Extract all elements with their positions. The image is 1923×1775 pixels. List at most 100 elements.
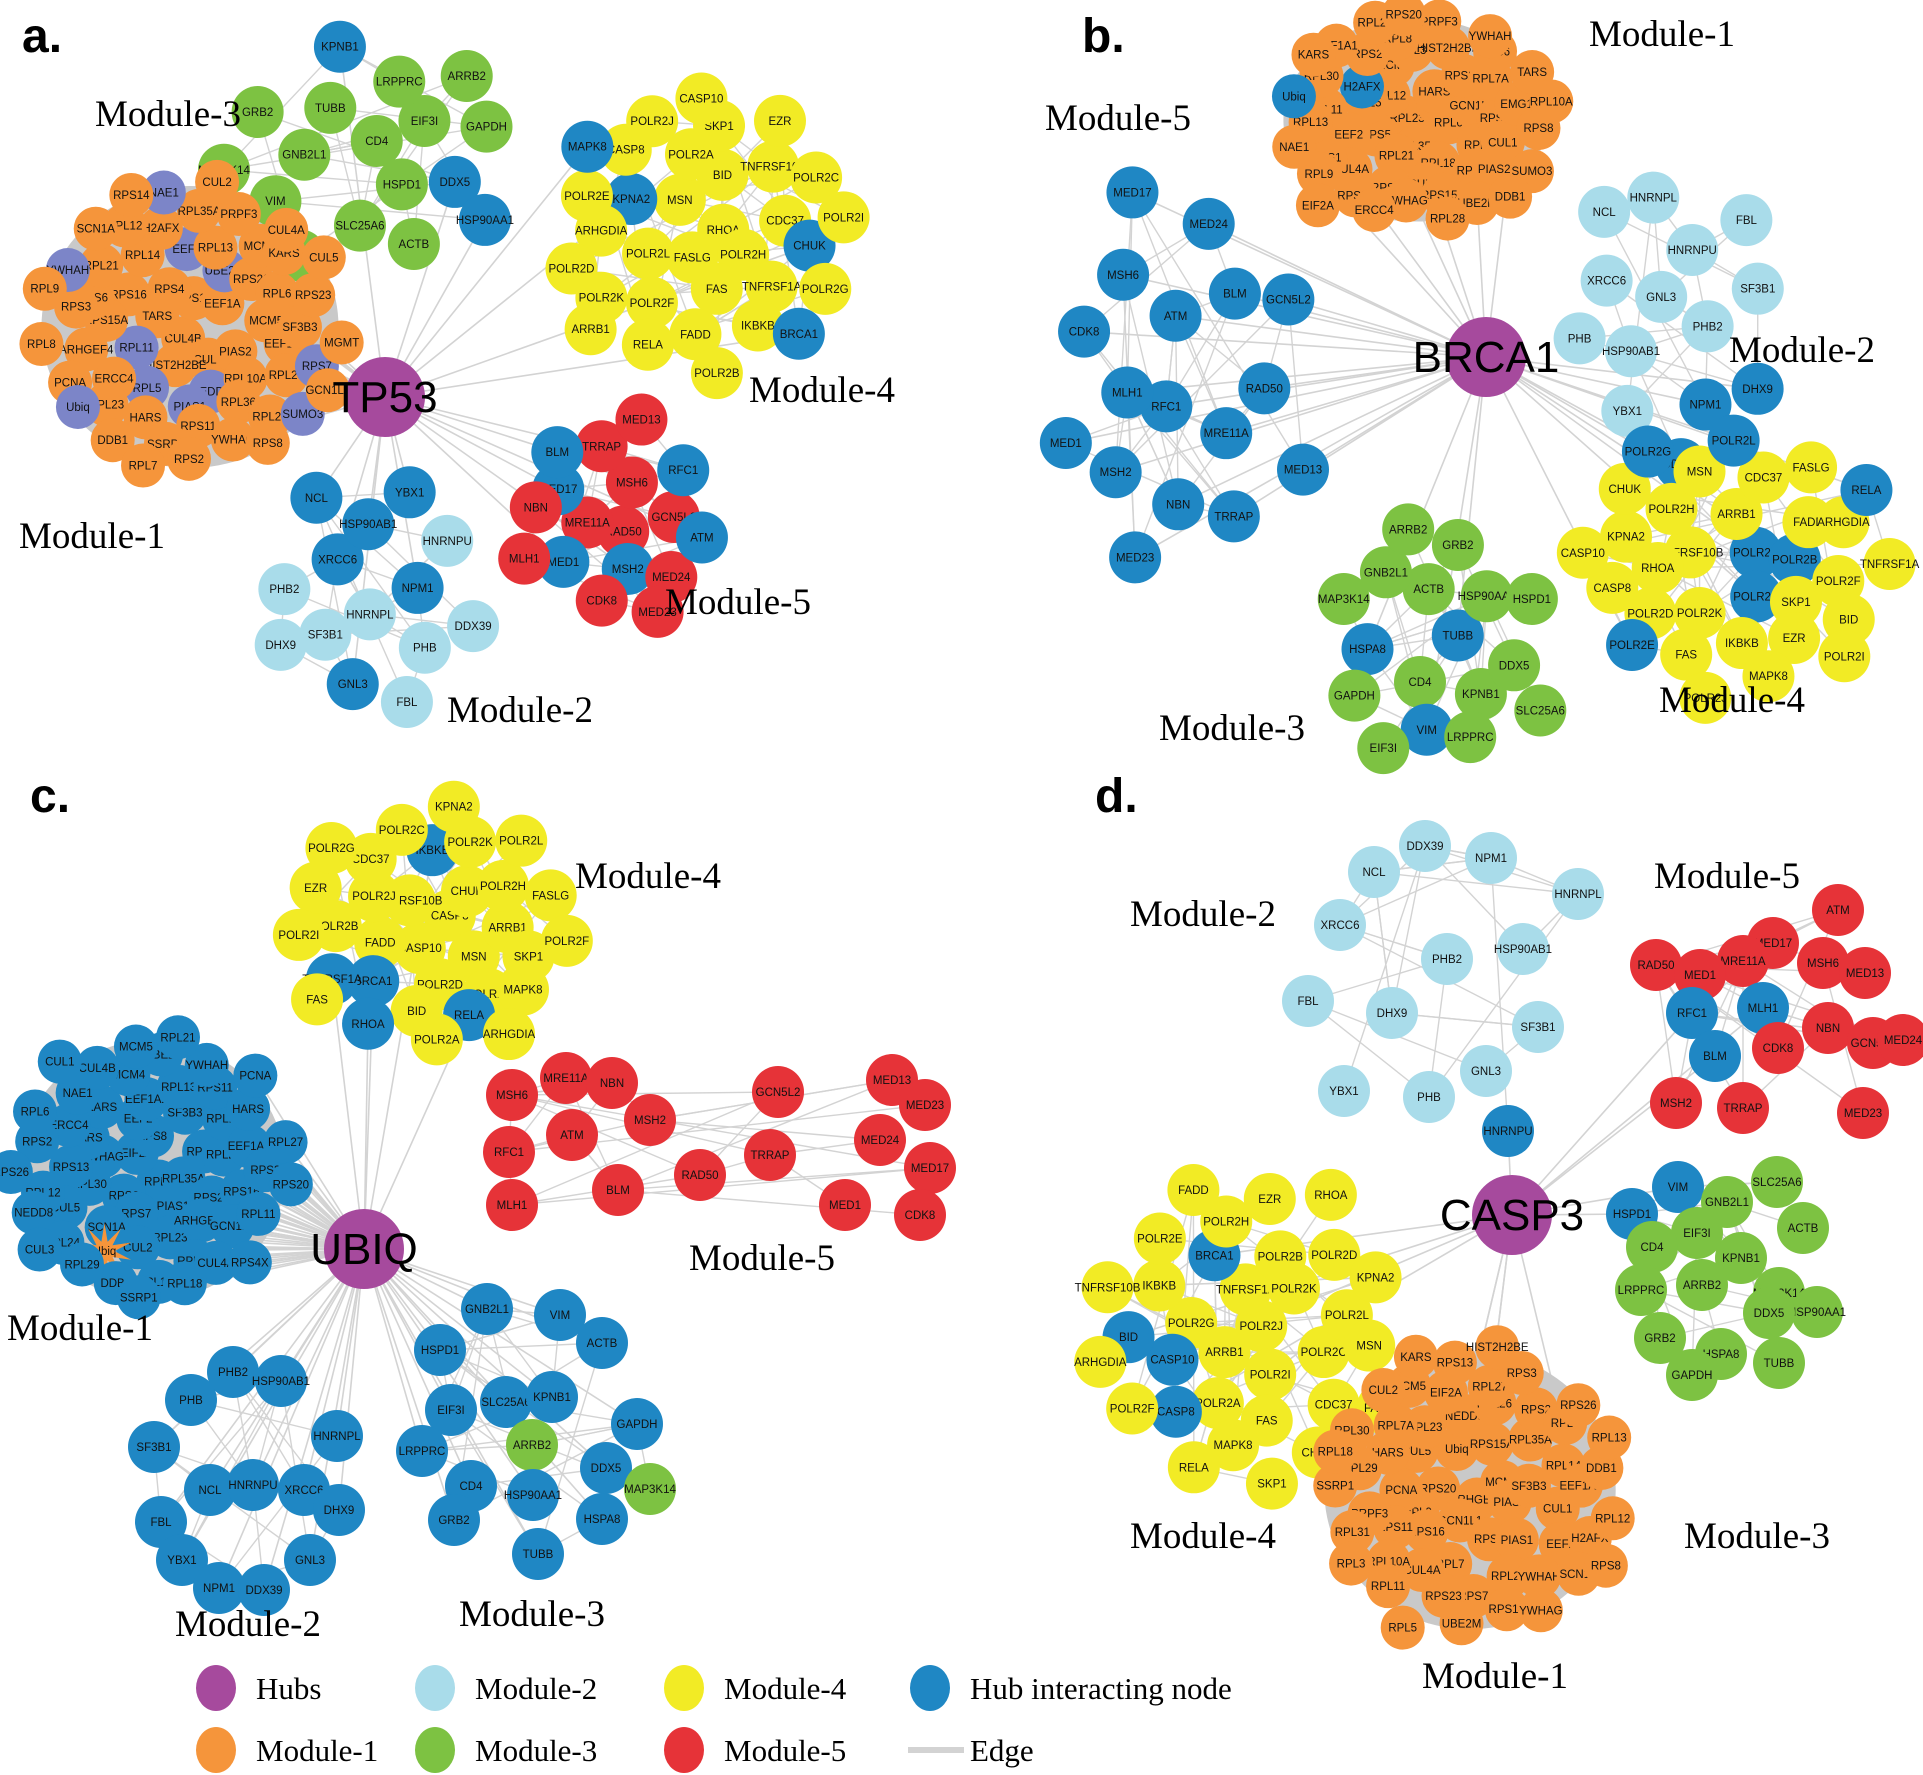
node-d-module-5-trrap[interactable]: TRRAP [1717, 1082, 1769, 1134]
node-d-module-4-polr2f[interactable]: POLR2F [1106, 1382, 1159, 1435]
node-b-module-5-med1[interactable]: MED1 [1039, 416, 1092, 469]
node-d-module-5-cdk8[interactable]: CDK8 [1752, 1022, 1804, 1074]
node-d-module-2-dhx9[interactable]: DHX9 [1366, 987, 1418, 1039]
node-c-module-1-rpl11[interactable]: RPL11 [236, 1191, 281, 1236]
node-b-module-5-atm[interactable]: ATM [1149, 289, 1202, 342]
hub-tp53[interactable]: TP53 [332, 357, 438, 437]
node-c-module-5-rfc1[interactable]: RFC1 [483, 1126, 535, 1178]
node-c-module-3-tubb[interactable]: TUBB [512, 1528, 564, 1580]
node-d-module-3-eif3i[interactable]: EIF3I [1671, 1207, 1723, 1259]
node-c-module-1-rpl6[interactable]: RPL6 [13, 1089, 58, 1134]
node-c-module-1-pcna[interactable]: PCNA [233, 1053, 278, 1098]
node-c-module-1-cul3[interactable]: CUL3 [17, 1227, 62, 1272]
hub-casp3[interactable]: CASP3 [1440, 1175, 1584, 1255]
node-d-module-4-polr2b[interactable]: POLR2B [1254, 1230, 1307, 1283]
node-b-module-3-lrpprc[interactable]: LRPPRC [1444, 711, 1497, 764]
node-c-module-2-sf3b1[interactable]: SF3B1 [128, 1421, 180, 1473]
node-d-module-2-ybx1[interactable]: YBX1 [1318, 1065, 1370, 1117]
node-c-module-3-map3k14[interactable]: MAP3K14 [624, 1463, 676, 1515]
node-b-module-5-blm[interactable]: BLM [1208, 267, 1261, 320]
node-b-module-1-ubiq[interactable]: Ubiq [1271, 74, 1316, 119]
node-d-module-2-ncl[interactable]: NCL [1348, 846, 1400, 898]
node-c-module-5-mre11a[interactable]: MRE11A [540, 1052, 592, 1104]
node-c-module-2-hnrnpl[interactable]: HNRNPL [311, 1410, 363, 1462]
node-b-module-4-rela[interactable]: RELA [1840, 464, 1893, 517]
node-b-module-3-grb2[interactable]: GRB2 [1431, 519, 1484, 572]
node-c-module-4-polr2h[interactable]: POLR2H [476, 860, 529, 913]
node-a-module-5-med13[interactable]: MED13 [615, 393, 668, 446]
node-a-module-3-lrpprc[interactable]: LRPPRC [373, 55, 426, 108]
node-b-module-3-eif3i[interactable]: EIF3I [1357, 722, 1410, 775]
node-d-module-1-rpl3[interactable]: RPL3 [1329, 1541, 1374, 1586]
node-b-module-1-nae1[interactable]: NAE1 [1272, 124, 1317, 169]
node-a-module-2-ncl[interactable]: NCL [290, 471, 343, 524]
node-b-module-2-hnrnpu[interactable]: HNRNPU [1666, 223, 1719, 276]
node-a-module-3-actb[interactable]: ACTB [387, 217, 440, 270]
node-a-module-2-phb2[interactable]: PHB2 [258, 563, 311, 616]
node-a-module-5-rfc1[interactable]: RFC1 [657, 444, 710, 497]
node-b-module-2-hsp90ab1[interactable]: HSP90AB1 [1602, 325, 1660, 378]
node-d-module-1-rpl12[interactable]: RPL12 [1590, 1496, 1635, 1541]
node-c-module-1-rpl29[interactable]: RPL29 [60, 1242, 105, 1287]
node-c-module-4-mapk8[interactable]: MAPK8 [496, 963, 549, 1016]
node-a-module-2-dhx9[interactable]: DHX9 [254, 618, 307, 671]
node-b-module-5-mlh1[interactable]: MLH1 [1101, 366, 1154, 419]
node-a-module-4-polr2g[interactable]: POLR2G [799, 262, 852, 315]
node-d-module-1-ube2m[interactable]: UBE2M [1439, 1601, 1484, 1646]
node-a-module-2-hnrnpu[interactable]: HNRNPU [421, 514, 474, 567]
node-d-module-2-fbl[interactable]: FBL [1282, 975, 1334, 1027]
node-d-module-1-rpl5[interactable]: RPL5 [1380, 1605, 1425, 1650]
node-c-module-1-rps4x[interactable]: RPS4X [227, 1240, 272, 1285]
node-b-module-2-phb2[interactable]: PHB2 [1681, 300, 1734, 353]
node-b-module-5-med13[interactable]: MED13 [1276, 443, 1329, 496]
node-b-module-4-casp10[interactable]: CASP10 [1556, 526, 1609, 579]
hub-ubiq[interactable]: UBIQ [310, 1209, 418, 1289]
node-b-module-4-polr2g[interactable]: POLR2G [1621, 425, 1674, 478]
node-d-module-2-hnrnpu[interactable]: HNRNPU [1482, 1105, 1534, 1157]
node-a-module-1-mgmt[interactable]: MGMT [319, 320, 364, 365]
node-a-module-3-tubb[interactable]: TUBB [304, 81, 357, 134]
node-c-module-5-blm[interactable]: BLM [592, 1164, 644, 1216]
node-d-module-3-arrb2[interactable]: ARRB2 [1676, 1259, 1728, 1311]
node-d-module-4-msn[interactable]: MSN [1343, 1319, 1396, 1372]
node-b-module-5-rad50[interactable]: RAD50 [1238, 362, 1291, 415]
node-b-module-3-gapdh[interactable]: GAPDH [1328, 669, 1381, 722]
node-d-module-4-polr2e[interactable]: POLR2E [1133, 1212, 1186, 1265]
node-c-module-1-cul1[interactable]: CUL1 [37, 1039, 82, 1084]
node-d-module-2-ddx39[interactable]: DDX39 [1399, 820, 1451, 872]
node-a-module-1-rps8[interactable]: RPS8 [245, 420, 290, 465]
node-c-module-3-hspa8[interactable]: HSPA8 [576, 1493, 628, 1545]
node-a-module-3-slc25a6[interactable]: SLC25A6 [333, 199, 386, 252]
node-d-module-5-atm[interactable]: ATM [1812, 884, 1864, 936]
node-d-module-2-hnrnpl[interactable]: HNRNPL [1552, 868, 1604, 920]
node-a-module-1-rps2[interactable]: RPS2 [167, 436, 212, 481]
node-d-module-1-rps13[interactable]: RPS13 [1432, 1340, 1477, 1385]
node-c-module-1-rps20[interactable]: RPS20 [268, 1162, 313, 1207]
node-c-module-1-mcm5[interactable]: MCM5 [113, 1024, 158, 1069]
node-a-module-2-gnl3[interactable]: GNL3 [326, 658, 379, 711]
node-c-module-3-grb2[interactable]: GRB2 [428, 1494, 480, 1546]
node-c-module-4-fas[interactable]: FAS [291, 973, 344, 1026]
node-d-module-5-med13[interactable]: MED13 [1839, 947, 1891, 999]
node-b-module-5-gcn5l2[interactable]: GCN5L2 [1262, 273, 1315, 326]
node-c-module-4-polr2a[interactable]: POLR2A [410, 1013, 463, 1066]
node-c-module-2-hnrnpu[interactable]: HNRNPU [227, 1459, 279, 1511]
node-c-module-1-cul4b[interactable]: CUL4B [75, 1045, 120, 1090]
node-c-module-4-polr2g[interactable]: POLR2G [305, 821, 358, 874]
node-c-module-3-actb[interactable]: ACTB [576, 1317, 628, 1369]
node-d-module-5-rad50[interactable]: RAD50 [1630, 939, 1682, 991]
node-b-module-1-ddb1[interactable]: DDB1 [1488, 174, 1533, 219]
node-d-module-3-tubb[interactable]: TUBB [1753, 1337, 1805, 1389]
node-c-module-5-atm[interactable]: ATM [546, 1109, 598, 1161]
node-a-module-4-rela[interactable]: RELA [621, 318, 674, 371]
node-c-module-3-gnb2l1[interactable]: GNB2L1 [461, 1283, 513, 1335]
node-b-module-3-arrb2[interactable]: ARRB2 [1382, 503, 1435, 556]
node-c-module-3-hspd1[interactable]: HSPD1 [414, 1324, 466, 1376]
node-d-module-1-kars[interactable]: KARS [1393, 1334, 1438, 1379]
node-a-module-3-gnb2l1[interactable]: GNB2L1 [278, 128, 331, 181]
node-b-module-2-gnl3[interactable]: GNL3 [1635, 270, 1688, 323]
node-b-module-5-msh2[interactable]: MSH2 [1089, 446, 1142, 499]
node-d-module-3-actb[interactable]: ACTB [1777, 1202, 1829, 1254]
node-c-module-4-polr2l[interactable]: POLR2L [495, 814, 548, 867]
node-a-module-4-polr2b[interactable]: POLR2B [690, 347, 743, 400]
